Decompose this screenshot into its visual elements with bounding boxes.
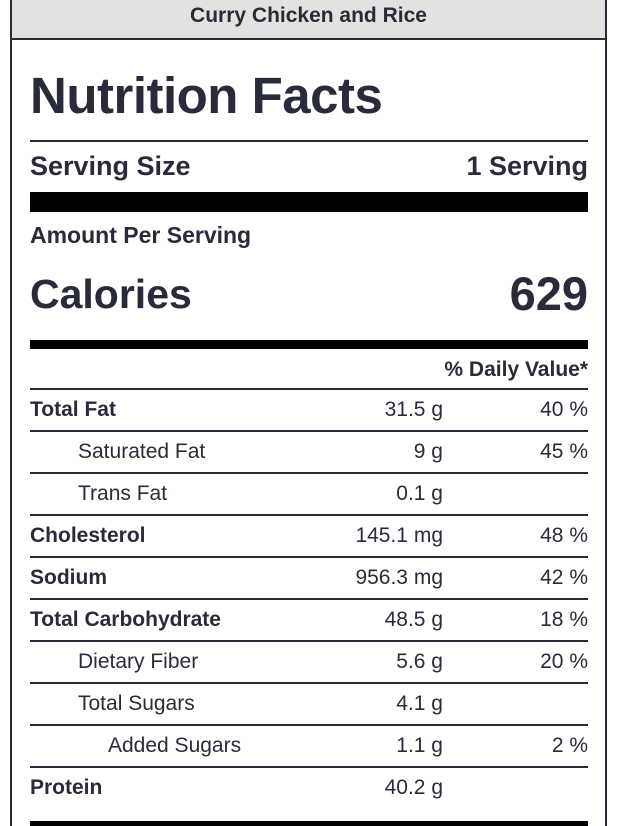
- nutrient-amount: 145.1 mg: [355, 524, 443, 547]
- nutrient-amount: 5.6 g: [396, 650, 443, 673]
- serving-size-value: 1 Serving: [466, 151, 588, 181]
- nutrient-amount: 1.1 g: [396, 734, 443, 757]
- nutrient-name: Trans Fat: [78, 482, 168, 505]
- daily-value-header: % Daily Value*: [30, 349, 588, 390]
- nutrient-row-saturated-fat: Saturated Fat 9 g 45 %: [30, 432, 588, 474]
- calories-row: Calories 629: [30, 255, 588, 340]
- nutrient-daily-value: 42 %: [540, 566, 588, 589]
- nutrient-row-cholesterol: Cholesterol 145.1 mg 48 %: [30, 516, 588, 558]
- nutrient-amount: 4.1 g: [396, 692, 443, 715]
- nutrient-name: Dietary Fiber: [78, 650, 199, 673]
- nutrient-amount: 956.3 mg: [355, 566, 443, 589]
- nutrient-row-protein: Protein 40.2 g: [30, 768, 588, 808]
- nutrient-daily-value: 20 %: [540, 650, 588, 673]
- nutrient-row-dietary-fiber: Dietary Fiber 5.6 g 20 %: [30, 642, 588, 684]
- nutrient-name: Total Sugars: [78, 692, 195, 715]
- nutrient-daily-value: 40 %: [540, 398, 588, 421]
- nutrient-row-trans-fat: Trans Fat 0.1 g: [30, 474, 588, 516]
- amount-per-serving: Amount Per Serving: [30, 222, 252, 248]
- nutrient-row-sodium: Sodium 956.3 mg 42 %: [30, 558, 588, 600]
- serving-size-label: Serving Size: [30, 151, 191, 181]
- nutrient-row-total-fat: Total Fat 31.5 g 40 %: [30, 390, 588, 432]
- nutrient-daily-value: 2 %: [551, 734, 588, 757]
- nutrient-amount: 9 g: [413, 440, 443, 463]
- nutrient-amount: 31.5 g: [384, 398, 443, 421]
- nutrient-daily-value: 18 %: [540, 608, 588, 631]
- nutrient-name: Cholesterol: [30, 524, 146, 547]
- medium-divider: [30, 340, 588, 349]
- nutrient-row-total-sugars: Total Sugars 4.1 g: [30, 684, 588, 726]
- nutrient-row-total-carbohydrate: Total Carbohydrate 48.5 g 18 %: [30, 600, 588, 642]
- nutrient-name: Total Carbohydrate: [30, 608, 221, 631]
- nutrition-facts-heading: Nutrition Facts: [30, 40, 588, 142]
- nutrient-amount: 0.1 g: [396, 482, 443, 505]
- nutrient-name: Protein: [30, 776, 103, 799]
- nutrient-name: Sodium: [30, 566, 107, 589]
- calories-label: Calories: [30, 271, 192, 317]
- nutrient-name: Saturated Fat: [78, 440, 206, 463]
- calories-value: 629: [509, 267, 588, 320]
- serving-size-row: Serving Size 1 Serving: [30, 142, 588, 192]
- nutrition-facts-panel: Nutrition Facts Serving Size 1 Serving A…: [30, 40, 588, 826]
- nutrition-label-frame: Curry Chicken and Rice Nutrition Facts S…: [10, 0, 607, 826]
- nutrient-row-added-sugars: Added Sugars 1.1 g 2 %: [30, 726, 588, 768]
- recipe-title: Curry Chicken and Rice: [12, 0, 605, 40]
- bottom-divider: [30, 821, 588, 826]
- nutrient-daily-value: 48 %: [540, 524, 588, 547]
- nutrient-amount: 40.2 g: [384, 776, 443, 799]
- nutrient-daily-value: 45 %: [540, 440, 588, 463]
- nutrient-name: Added Sugars: [108, 734, 242, 757]
- thick-divider: [30, 192, 588, 212]
- nutrient-amount: 48.5 g: [384, 608, 443, 631]
- nutrient-name: Total Fat: [30, 398, 116, 421]
